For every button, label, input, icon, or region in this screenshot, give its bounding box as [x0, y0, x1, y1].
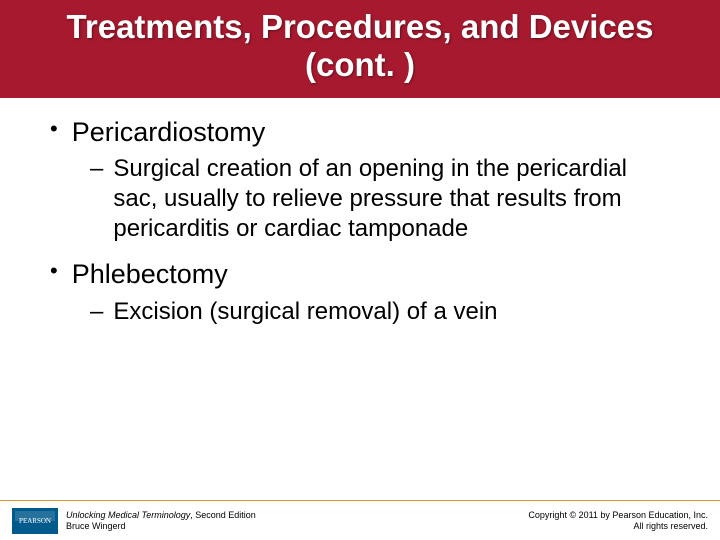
book-info: Unlocking Medical Terminology, Second Ed… [66, 510, 256, 532]
bullet-label: Pericardiostomy [72, 116, 266, 148]
copyright-line1: Copyright © 2011 by Pearson Education, I… [528, 510, 708, 521]
content-area: • Pericardiostomy – Surgical creation of… [0, 98, 720, 327]
book-title-line: Unlocking Medical Terminology, Second Ed… [66, 510, 256, 521]
sub-bullet-item: – Surgical creation of an opening in the… [90, 154, 670, 244]
sub-bullet-text: Surgical creation of an opening in the p… [113, 154, 670, 244]
bullet-item: • Phlebectomy [50, 258, 670, 290]
book-title: Unlocking Medical Terminology [66, 510, 190, 520]
book-author: Bruce Wingerd [66, 521, 256, 532]
copyright-line2: All rights reserved. [528, 521, 708, 532]
sub-bullet-text: Excision (surgical removal) of a vein [113, 297, 497, 327]
bullet-item: • Pericardiostomy [50, 116, 670, 148]
title-bar: Treatments, Procedures, and Devices (con… [0, 0, 720, 98]
bullet-dot-icon: • [50, 258, 58, 290]
logo-text: PEARSON [19, 517, 51, 525]
copyright: Copyright © 2011 by Pearson Education, I… [528, 510, 708, 532]
bullet-dash-icon: – [90, 154, 103, 244]
bullet-dot-icon: • [50, 116, 58, 148]
bullet-label: Phlebectomy [72, 258, 228, 290]
sub-bullet-item: – Excision (surgical removal) of a vein [90, 297, 670, 327]
pearson-logo-icon: PEARSON [12, 508, 58, 534]
footer: PEARSON Unlocking Medical Terminology, S… [0, 500, 720, 540]
book-edition: , Second Edition [190, 510, 256, 520]
bullet-dash-icon: – [90, 297, 103, 327]
slide-title: Treatments, Procedures, and Devices (con… [20, 8, 700, 84]
